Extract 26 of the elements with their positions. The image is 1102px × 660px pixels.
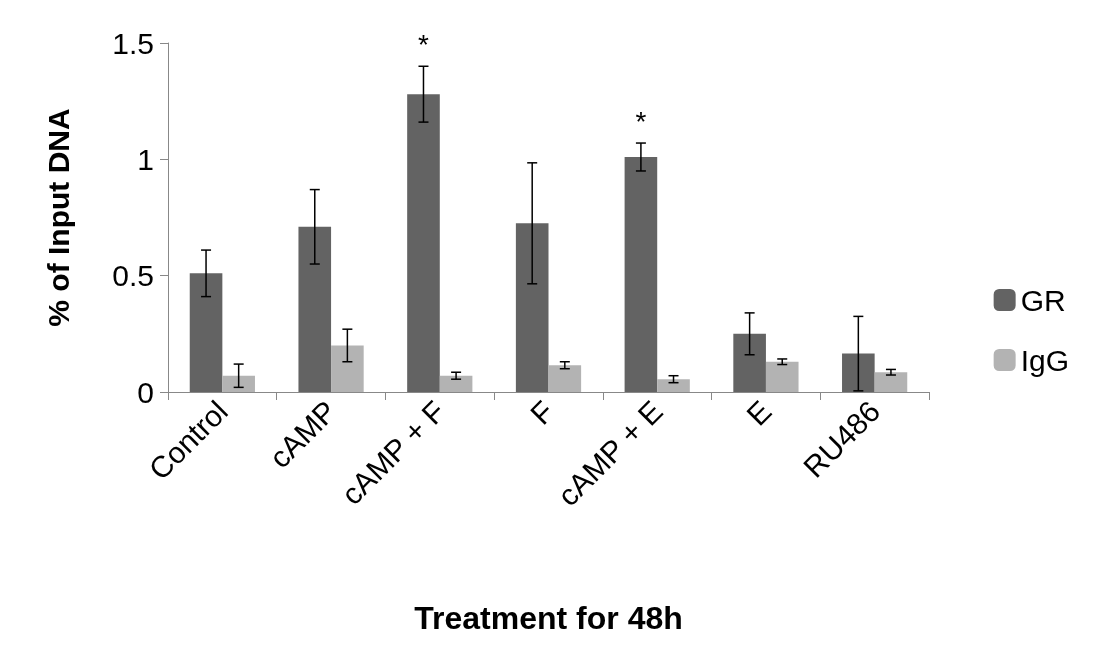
y-tick-label: 0 <box>137 375 154 409</box>
bar <box>657 379 690 392</box>
y-tick-label: 1 <box>137 142 154 176</box>
y-tick-label: 0.5 <box>112 259 154 293</box>
bar <box>222 375 255 392</box>
x-axis-title: Treatment for 48h <box>414 600 683 636</box>
bar <box>189 273 223 392</box>
annotation: * <box>635 105 647 137</box>
bar <box>733 333 766 392</box>
y-tick-label: 1.5 <box>112 26 154 60</box>
bar <box>624 157 658 392</box>
bar <box>765 361 799 392</box>
x-tick-label: E <box>740 394 778 432</box>
bar <box>874 372 908 392</box>
legend-label: GR <box>1020 283 1066 317</box>
bar <box>298 226 332 392</box>
x-tick-label: F <box>523 394 561 431</box>
bar <box>407 94 440 392</box>
annotation: * <box>418 28 430 60</box>
legend-label: IgG <box>1020 343 1069 377</box>
bar <box>439 375 473 392</box>
bar <box>515 223 549 392</box>
bar <box>842 353 875 392</box>
bar <box>331 345 364 392</box>
bar <box>548 365 582 392</box>
y-axis-title: % of Input DNA <box>41 108 75 327</box>
